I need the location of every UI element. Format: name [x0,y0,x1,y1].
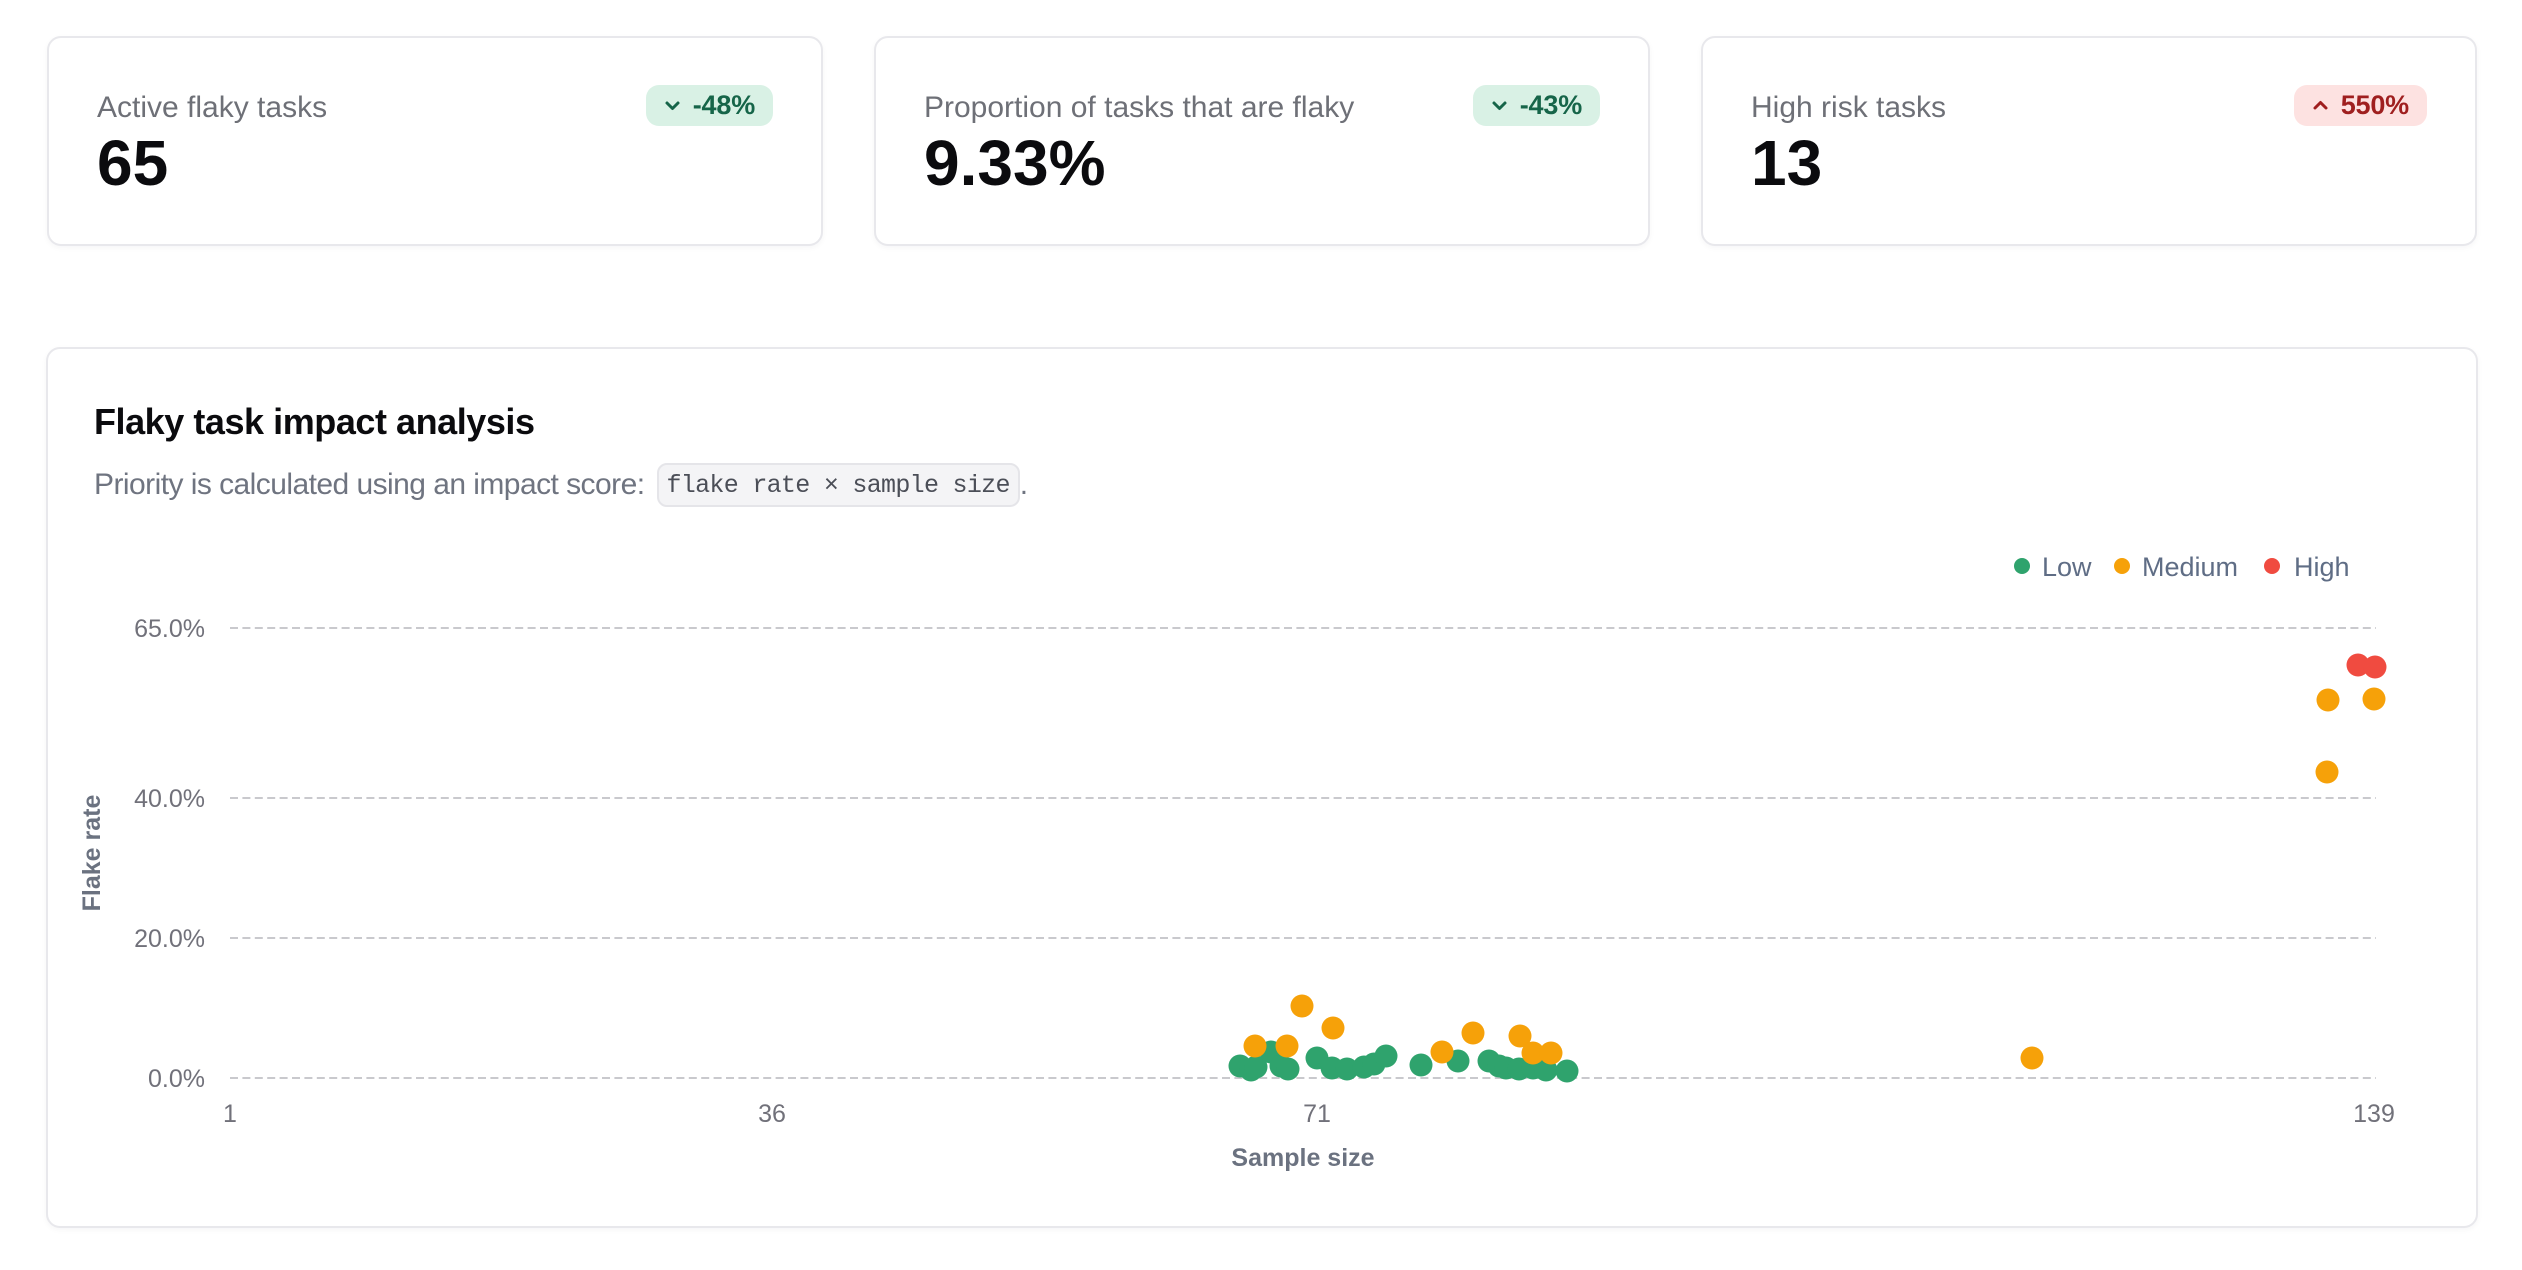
svg-text:71: 71 [1303,1100,1331,1128]
svg-text:High: High [2294,552,2350,582]
svg-text:0.0%: 0.0% [148,1065,205,1093]
svg-text:Sample size: Sample size [1231,1144,1374,1172]
svg-text:1: 1 [223,1100,237,1128]
svg-text:Medium: Medium [2142,552,2238,582]
svg-text:Low: Low [2042,552,2092,582]
svg-text:20.0%: 20.0% [134,925,205,953]
svg-text:Flake rate: Flake rate [78,795,106,912]
svg-text:65.0%: 65.0% [134,615,205,643]
svg-text:40.0%: 40.0% [134,785,205,813]
svg-text:139: 139 [2353,1100,2395,1128]
svg-text:36: 36 [758,1100,786,1128]
